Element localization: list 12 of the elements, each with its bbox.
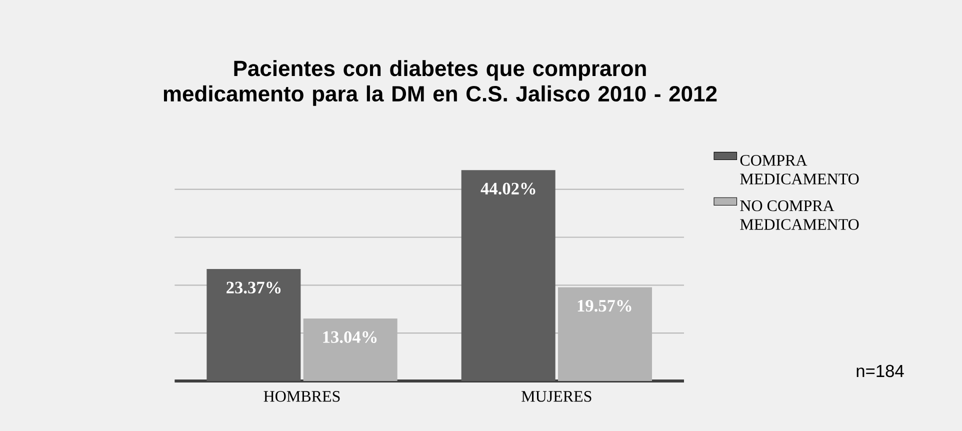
x-tick-label: MUJERES <box>522 391 592 402</box>
data-label: 23.37% <box>226 282 281 294</box>
legend-label: COMPRA MEDICAMENTO <box>740 154 859 184</box>
x-tick-label: HOMBRES <box>264 391 340 402</box>
data-label: 19.57% <box>578 300 632 312</box>
data-label: 13.04% <box>323 331 377 343</box>
text: n=184 <box>856 364 904 378</box>
bar <box>461 170 556 381</box>
legend-label: NO COMPRA MEDICAMENTO <box>740 200 859 230</box>
bar <box>206 269 301 381</box>
chart-title: Pacientes con diabetes que compraron medicamento para la DM en C.S. Jalisco 2010 - 2012 <box>164 60 717 106</box>
data-label: 44.02% <box>480 182 536 195</box>
